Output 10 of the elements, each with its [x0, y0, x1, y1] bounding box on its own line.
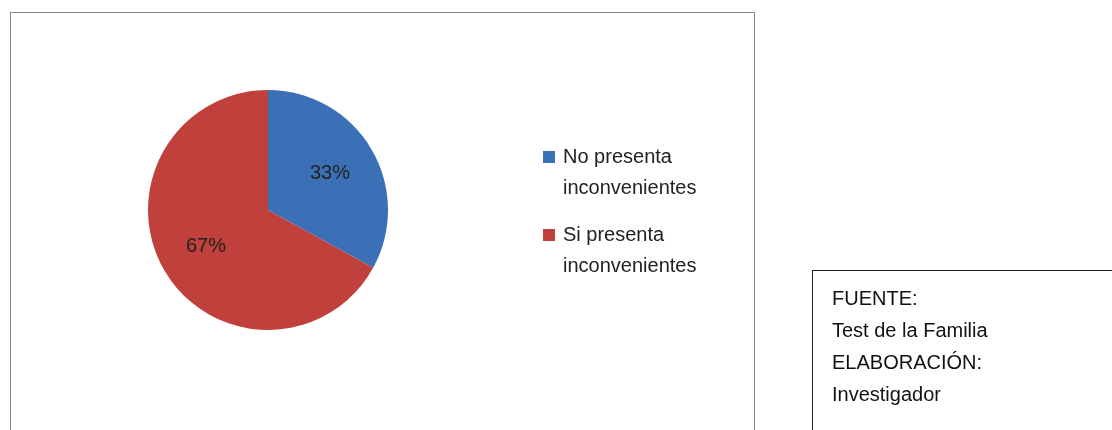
pie-slice [148, 90, 374, 330]
legend-label: Si presenta inconvenientes [563, 223, 697, 277]
source-note: FUENTE: [832, 287, 918, 309]
text: Test de la Familia [832, 319, 989, 341]
text: ELABORACIÓN: [832, 351, 983, 373]
pie-slice [268, 90, 388, 268]
legend-label: No presenta inconvenientes [563, 145, 697, 199]
data-label: 67% [186, 233, 227, 256]
text: Investigador [832, 383, 942, 405]
data-label: 33% [309, 160, 351, 183]
